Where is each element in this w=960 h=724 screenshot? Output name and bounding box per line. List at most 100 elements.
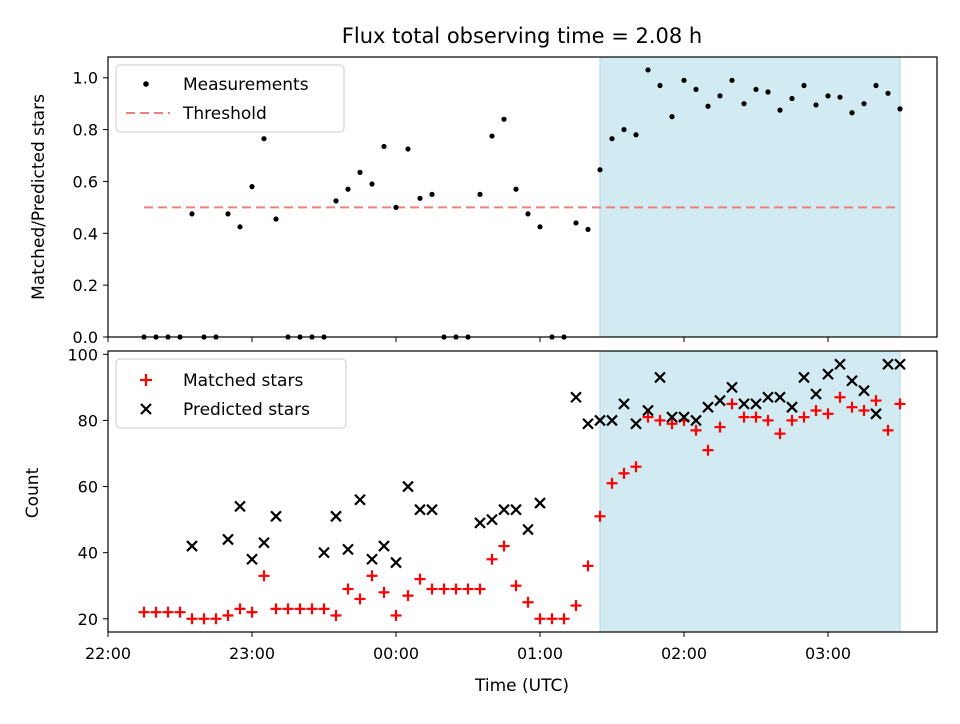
measurement-point <box>837 94 843 100</box>
matched-star-point <box>498 540 510 552</box>
measurement-point <box>333 198 339 204</box>
matched-star-point <box>726 398 738 410</box>
matched-star-point <box>522 596 534 608</box>
predicted-star-point <box>810 388 822 400</box>
top-legend: Measurements Threshold <box>115 64 345 133</box>
matched-star-point <box>510 580 522 592</box>
measurement-point <box>225 211 231 217</box>
measurement-point <box>585 226 591 233</box>
predicted-star-point <box>414 503 426 516</box>
predicted-star-point <box>642 404 654 417</box>
matched-star-point <box>294 603 306 615</box>
top-ytick-label: 0.0 <box>73 328 98 347</box>
bottom-legend: Matched stars Predicted stars <box>115 358 347 429</box>
predicted-star-point <box>234 500 246 513</box>
bottom-xtick-label: 03:00 <box>805 644 851 663</box>
bottom-ytick-label: 20 <box>78 610 98 629</box>
predicted-star-point <box>534 497 546 509</box>
predicted-star-point <box>846 374 858 387</box>
top-ytick-label: 0.2 <box>73 276 98 295</box>
matched-star-point <box>882 424 894 436</box>
bottom-panel: 20 40 60 80 100 22:00 23:00 00:00 01:00 02:00 03:… <box>23 345 938 696</box>
bottom-axes-frame <box>107 350 938 633</box>
matched-stars-points <box>138 391 906 625</box>
measurement-point <box>489 133 495 139</box>
predicted-star-point <box>774 391 786 404</box>
predicted-star-point <box>390 556 402 569</box>
measurement-point <box>885 90 891 96</box>
predicted-star-point <box>582 417 594 430</box>
predicted-star-point <box>702 401 714 413</box>
legend-measurements-marker <box>143 81 149 87</box>
matched-star-point <box>822 408 834 420</box>
measurement-point <box>657 82 663 89</box>
predicted-star-point <box>378 540 390 552</box>
matched-star-point <box>354 593 366 605</box>
matched-star-point <box>318 603 330 615</box>
matched-star-point <box>690 424 702 436</box>
measurement-point <box>801 82 807 89</box>
matched-star-point <box>462 583 474 595</box>
measurement-point <box>417 195 423 201</box>
matched-star-point <box>174 606 186 618</box>
matched-star-point <box>474 583 486 595</box>
matched-star-point <box>702 444 714 456</box>
predicted-star-point <box>678 411 690 423</box>
matched-star-point <box>438 583 450 595</box>
measurement-point <box>765 89 771 95</box>
matched-star-point <box>246 606 258 618</box>
predicted-star-point <box>270 510 282 523</box>
measurement-point <box>777 107 783 113</box>
measurement-point <box>273 216 279 222</box>
predicted-star-point <box>750 398 762 410</box>
predicted-star-point <box>714 394 726 407</box>
predicted-star-point <box>486 513 498 526</box>
measurement-point <box>261 136 267 142</box>
matched-star-point <box>594 510 606 522</box>
measurement-point <box>189 211 195 217</box>
predicted-stars-points <box>186 358 906 569</box>
measurement-point <box>861 101 867 107</box>
bottom-x-ticks: 22:00 23:00 00:00 01:00 02:00 03:00 <box>85 632 851 663</box>
matched-star-point <box>834 391 846 403</box>
measurement-point <box>393 204 399 210</box>
matched-star-point <box>858 405 870 417</box>
predicted-star-point <box>870 408 882 420</box>
predicted-star-point <box>726 381 738 394</box>
predicted-star-point <box>330 510 342 523</box>
top-ytick-label: 0.8 <box>73 121 98 140</box>
top-ytick-label: 0.4 <box>73 224 98 243</box>
measurement-point <box>849 110 855 116</box>
bottom-xtick-label: 22:00 <box>85 644 131 663</box>
predicted-star-point <box>474 517 486 529</box>
matched-star-point <box>630 461 642 473</box>
bottom-shaded-region <box>599 350 901 633</box>
measurement-point <box>705 103 711 109</box>
matched-star-point <box>846 401 858 413</box>
measurement-point <box>573 220 579 226</box>
legend-threshold-label: Threshold <box>182 104 267 124</box>
matched-star-point <box>582 560 594 572</box>
measurement-point <box>729 77 735 83</box>
measurement-point <box>249 184 255 190</box>
matched-star-point <box>162 606 174 618</box>
predicted-star-point <box>498 503 510 516</box>
matched-star-point <box>750 411 762 423</box>
matched-star-point <box>870 395 882 407</box>
bottom-xtick-label: 02:00 <box>661 644 707 663</box>
bottom-y-axis-label: Count <box>23 467 43 518</box>
measurement-point <box>513 186 519 192</box>
matched-star-point <box>810 405 822 417</box>
top-panel: Flux total observing time = 2.08 h 0.00.… <box>29 24 938 347</box>
measurement-point <box>609 136 615 142</box>
matched-star-point <box>798 411 810 423</box>
predicted-star-point <box>354 493 366 506</box>
matched-star-point <box>642 411 654 423</box>
predicted-star-point <box>630 417 642 430</box>
bottom-xtick-label: 01:00 <box>517 644 563 663</box>
measurement-point <box>537 224 543 230</box>
predicted-star-point <box>246 553 258 566</box>
predicted-star-point <box>606 414 618 427</box>
measurement-point <box>621 126 627 133</box>
matched-star-point <box>402 590 414 602</box>
